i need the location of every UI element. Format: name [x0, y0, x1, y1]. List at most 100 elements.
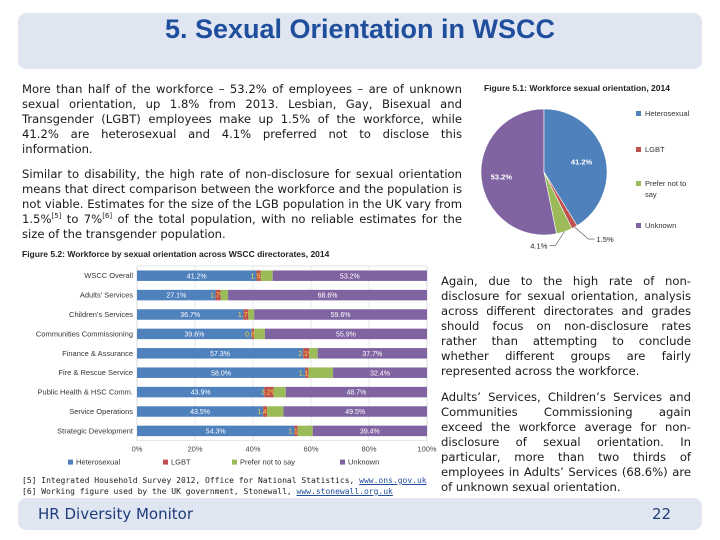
legend-swatch [232, 459, 237, 465]
analysis-paragraph: Again, due to the high rate of non-discl… [441, 274, 691, 378]
bar-segment-prefer-not-to-say [260, 270, 273, 281]
legend-label: Prefer not to say [645, 179, 686, 199]
pie-slice-unknown [480, 108, 557, 236]
bar-segment-unknown [272, 270, 427, 281]
footnote-link[interactable]: www.ons.gov.uk [359, 476, 427, 485]
bar-segment-heterosexual [137, 270, 257, 281]
bar-segment-prefer-not-to-say [308, 367, 334, 378]
bar-data-label: 1.5% [251, 273, 267, 280]
bar-data-label: 32.4% [370, 370, 390, 377]
bar-segment-heterosexual [137, 309, 244, 320]
bar-data-label: 59.6% [331, 312, 351, 319]
bar-data-label: 1.1% [299, 370, 315, 377]
page-title: 5. Sexual Orientation in WSCC [164, 14, 556, 44]
bar-segment-unknown [333, 367, 427, 378]
bar-data-label: 58.0% [211, 370, 231, 377]
bar-segment-heterosexual [137, 367, 306, 378]
footnote-6: [6] Working figure used by the UK govern… [22, 487, 393, 496]
category-label: Service Operations [69, 407, 133, 416]
bar-segment-unknown [264, 328, 427, 340]
legend-swatch [340, 459, 345, 465]
x-tick-label: 60% [303, 445, 318, 454]
bar-segment-lgbt [294, 425, 298, 437]
bar-segment-prefer-not-to-say [267, 406, 284, 417]
bar-segment-lgbt [303, 348, 310, 359]
legend-label: Heterosexual [76, 458, 121, 467]
bar-segment-unknown [312, 425, 427, 437]
bar-data-label: 68.6% [318, 293, 338, 300]
stacked-bar-chart: 0% 20% 40% 60% 80% 100% WSCC Overall 41.2% 1.5% 5… [36, 265, 437, 467]
bar-data-label: 39.6% [184, 332, 204, 339]
legend-label: Heterosexual [645, 109, 690, 118]
bar-segment-lgbt [305, 367, 309, 378]
bar-data-label: 49.5% [345, 409, 365, 416]
bar-data-label: 55.9% [336, 332, 356, 339]
category-label: Children's Services [69, 310, 133, 319]
x-tick-label: 20% [187, 445, 202, 454]
bar-segment-unknown [317, 348, 427, 359]
legend-swatch [636, 111, 641, 116]
bar-segment-unknown [228, 289, 427, 301]
x-tick-label: 100% [417, 445, 437, 454]
legend-swatch [636, 181, 641, 186]
legend-swatch [68, 459, 73, 465]
bar-data-label: 57.3% [210, 351, 230, 358]
page-number: 22 [652, 505, 672, 523]
x-tick-label: 0% [132, 445, 143, 454]
figure-5-1-title: Figure 5.1: Workforce sexual orientation… [484, 83, 670, 93]
pie-leader-line [549, 231, 565, 246]
bar-data-label: 1.7% [238, 312, 254, 319]
bar-data-label: 37.7% [362, 351, 382, 358]
bar-data-label: 53.2% [340, 273, 360, 280]
title-band [18, 13, 702, 69]
bar-segment-unknown [283, 406, 427, 417]
paragraph-text: of the total population, with no reliabl… [22, 212, 462, 241]
pie-chart: 41.2% 53.2% 1.5% 4.1% Heterosexual LGBT Prefer… [480, 108, 690, 251]
bar-data-label: 27.1% [166, 293, 186, 300]
figure-5-2-title: Figure 5.2: Workforce by sexual orientat… [22, 249, 330, 259]
footer-title: HR Diversity Monitor [38, 505, 193, 523]
bar-segment-prefer-not-to-say [297, 425, 313, 437]
footnote-text: [5] Integrated Household Survey 2012, Of… [22, 476, 360, 485]
bar-segment-heterosexual [137, 386, 265, 398]
pie-data-label: 1.5% [597, 235, 614, 244]
bar-data-label: 48.7% [346, 390, 366, 397]
bar-data-label: 39.4% [360, 429, 380, 436]
footnote-5: [5] Integrated Household Survey 2012, Of… [22, 476, 427, 485]
bar-segment-heterosexual [137, 328, 252, 340]
bar-data-label: 2.1% [298, 351, 314, 358]
intro-paragraph: More than half of the workforce – 53.2% … [22, 82, 462, 156]
paragraph-text: to 7% [61, 212, 103, 226]
reference-5[interactable]: [5] [51, 212, 62, 221]
legend-swatch [636, 147, 641, 152]
footer-band [18, 498, 702, 530]
bar-data-label: 1.4% [257, 409, 273, 416]
bar-segment-prefer-not-to-say [248, 309, 255, 320]
bar-segment-lgbt [251, 328, 255, 340]
pie-leader-line [574, 226, 595, 240]
paragraph-text: Similar to disability, the high rate of … [22, 167, 462, 226]
category-label: Adults' Services [80, 291, 133, 300]
reference-6[interactable]: [6] [102, 212, 113, 221]
bar-segment-lgbt [264, 386, 274, 398]
disclosure-paragraph: Similar to disability, the high rate of … [22, 167, 462, 242]
bar-segment-prefer-not-to-say [309, 348, 318, 359]
directorate-paragraph: Adults’ Services, Children’s Services an… [441, 390, 691, 494]
pie-slice-heterosexual [543, 108, 608, 227]
bar-data-label: 1.1% [288, 429, 304, 436]
footnote-text: [6] Working figure used by the UK govern… [22, 487, 297, 496]
bar-segment-lgbt [256, 270, 261, 281]
category-label: Public Health & HSC Comm. [38, 388, 133, 397]
bar-segment-heterosexual [137, 289, 216, 301]
legend-label: Prefer not to say [240, 458, 295, 467]
bar-segment-lgbt [243, 309, 249, 320]
category-label: Fire & Rescue Service [58, 368, 133, 377]
category-label: Finance & Assurance [62, 349, 133, 358]
bar-data-label: 41.2% [187, 273, 207, 280]
bar-data-label: 0.8% [245, 332, 261, 339]
footnote-link[interactable]: www.stonewall.org.uk [296, 487, 393, 496]
legend-swatch [636, 223, 641, 228]
bar-data-label: 3.2% [261, 390, 277, 397]
legend-label: LGBT [171, 458, 191, 467]
bar-data-label: 1.7% [210, 293, 226, 300]
